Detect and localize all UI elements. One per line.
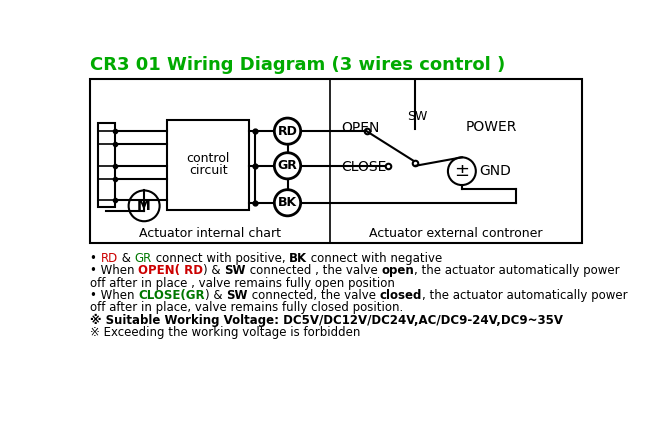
Text: , the actuator automatically power: , the actuator automatically power — [414, 264, 620, 277]
Text: connect with negative: connect with negative — [307, 252, 442, 265]
Text: closed: closed — [379, 289, 422, 302]
Text: GR: GR — [277, 159, 298, 172]
Bar — [98, 123, 115, 207]
Text: SW: SW — [407, 111, 428, 124]
Text: control: control — [187, 152, 230, 165]
Text: connected, the valve: connected, the valve — [248, 289, 379, 302]
Text: open: open — [381, 264, 414, 277]
Text: GR: GR — [135, 252, 152, 265]
Text: BK: BK — [289, 252, 307, 265]
Text: •: • — [90, 252, 101, 265]
Text: • When: • When — [90, 264, 138, 277]
Text: off after in place , valve remains fully open position: off after in place , valve remains fully… — [90, 276, 395, 290]
Text: ±: ± — [455, 162, 469, 180]
Text: connect with positive,: connect with positive, — [152, 252, 289, 265]
Text: ※ Suitable Working Voltage: DC5V/DC12V/DC24V,AC/DC9-24V,DC9~35V: ※ Suitable Working Voltage: DC5V/DC12V/D… — [90, 314, 563, 327]
Text: RD: RD — [101, 252, 118, 265]
Text: OPEN( RD: OPEN( RD — [138, 264, 203, 277]
Bar — [168, 120, 249, 210]
Text: OPEN: OPEN — [342, 121, 380, 135]
Text: SW: SW — [226, 289, 248, 302]
Text: ) &: ) & — [205, 289, 226, 302]
Text: CLOSE(GR: CLOSE(GR — [138, 289, 205, 302]
Text: off after in place, valve remains fully closed position.: off after in place, valve remains fully … — [90, 302, 403, 314]
Text: BK: BK — [278, 196, 297, 209]
Text: SW: SW — [225, 264, 246, 277]
Text: connected , the valve: connected , the valve — [246, 264, 381, 277]
Text: GND: GND — [479, 164, 510, 178]
Text: RD: RD — [277, 125, 298, 138]
Text: Actuator internal chart: Actuator internal chart — [139, 228, 281, 241]
Text: CR3 01 Wiring Diagram (3 wires control ): CR3 01 Wiring Diagram (3 wires control ) — [90, 56, 505, 74]
Text: CLOSE: CLOSE — [342, 160, 387, 174]
Bar — [90, 79, 582, 243]
Text: • When: • When — [90, 289, 138, 302]
Text: , the actuator automatically power: , the actuator automatically power — [422, 289, 627, 302]
Text: ) &: ) & — [203, 264, 225, 277]
Text: &: & — [118, 252, 135, 265]
Text: Actuator external controner: Actuator external controner — [369, 228, 543, 241]
Text: POWER: POWER — [466, 120, 517, 133]
Text: ※ Exceeding the working voltage is forbidden: ※ Exceeding the working voltage is forbi… — [90, 326, 360, 339]
Text: M: M — [137, 199, 151, 213]
Text: circuit: circuit — [189, 164, 227, 177]
